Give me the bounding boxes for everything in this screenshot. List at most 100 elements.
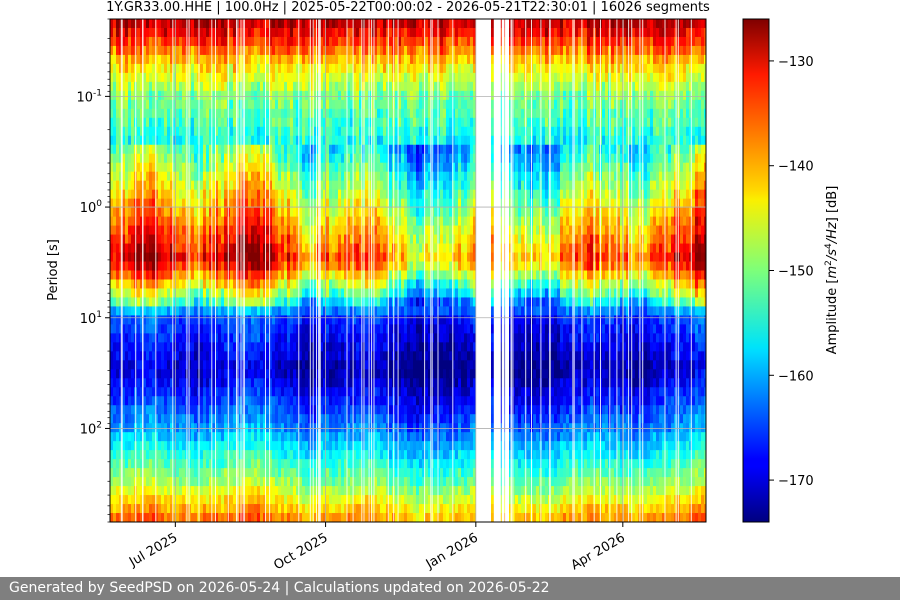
heatmap-column	[308, 19, 312, 522]
heatmap-column	[215, 19, 219, 522]
heatmap-column	[512, 19, 516, 522]
data-dropout	[393, 19, 395, 522]
heatmap-column	[260, 19, 264, 522]
heatmap-column	[635, 19, 639, 522]
y-tick-label: 100	[80, 199, 103, 216]
heatmap-column	[347, 19, 351, 522]
heatmap-column	[644, 19, 648, 522]
heatmap-column	[257, 19, 261, 522]
heatmap-column	[119, 19, 123, 522]
data-dropout	[243, 19, 245, 522]
heatmap-column	[665, 19, 669, 522]
data-dropout	[240, 19, 242, 522]
heatmap-column	[191, 19, 195, 522]
data-dropout	[373, 19, 375, 522]
heatmap-column	[581, 19, 585, 522]
data-dropout	[215, 19, 216, 522]
heatmap-column	[368, 19, 372, 522]
data-dropout	[430, 19, 432, 522]
heatmap-column	[389, 19, 393, 522]
heatmap-column	[689, 19, 693, 522]
data-dropout	[309, 19, 311, 522]
heatmap-column	[299, 19, 303, 522]
heatmap-column	[182, 19, 186, 522]
heatmap-column	[653, 19, 657, 522]
y-tick-label: 102	[80, 420, 102, 437]
data-dropout	[186, 19, 188, 522]
heatmap-column	[290, 19, 294, 522]
heatmap-column	[158, 19, 162, 522]
data-dropout	[609, 19, 611, 522]
data-dropout	[346, 19, 348, 522]
heatmap-column	[149, 19, 153, 522]
heatmap-column	[560, 19, 564, 522]
heatmap-column	[527, 19, 531, 522]
heatmap-column	[491, 19, 495, 522]
heatmap-column	[164, 19, 168, 522]
heatmap-column	[125, 19, 129, 522]
heatmap-column	[695, 19, 699, 522]
heatmap-column	[467, 19, 471, 522]
heatmap-column	[152, 19, 156, 522]
chart-title: 1Y.GR33.00.HHE | 100.0Hz | 2025-05-22T00…	[106, 0, 710, 15]
heatmap-column	[140, 19, 144, 522]
heatmap-column	[620, 19, 624, 522]
heatmap-column	[686, 19, 690, 522]
plot-frame	[109, 18, 707, 523]
heatmap-column	[146, 19, 150, 522]
data-dropout	[593, 19, 595, 522]
data-gap	[505, 19, 509, 522]
colorbar-tick-label: −140	[778, 160, 814, 175]
heatmap-column	[233, 19, 237, 522]
data-dropout	[319, 19, 321, 522]
heatmap-column	[680, 19, 684, 522]
y-axis: 10-1 100 101 102	[76, 18, 110, 523]
heatmap-column	[329, 19, 333, 522]
heatmap-column	[341, 19, 345, 522]
heatmap-column	[434, 19, 438, 522]
heatmap-column	[542, 19, 546, 522]
heatmap-column	[131, 19, 135, 522]
heatmap-column	[194, 19, 198, 522]
heatmap-column	[566, 19, 570, 522]
heatmap-column	[662, 19, 666, 522]
data-dropout	[361, 19, 363, 522]
data-dropout	[424, 19, 426, 522]
heatmap-column	[458, 19, 462, 522]
data-dropout	[269, 19, 271, 522]
data-dropout	[135, 19, 137, 522]
heatmap-column	[668, 19, 672, 522]
data-dropout	[642, 19, 644, 522]
heatmap-column	[122, 19, 126, 522]
heatmap-column	[143, 19, 147, 522]
heatmap-column	[419, 19, 423, 522]
data-gap	[502, 19, 504, 522]
heatmap-column	[155, 19, 159, 522]
heatmap-column	[410, 19, 414, 522]
data-dropout	[549, 19, 551, 522]
colorbar-axis: −130 −140 −150 −160 −170	[769, 55, 814, 489]
heatmap-column	[335, 19, 339, 522]
data-dropout	[573, 19, 575, 522]
heatmap-column	[302, 19, 306, 522]
y-tick-label: 10-1	[76, 88, 102, 105]
data-dropout	[397, 19, 399, 522]
data-dropout	[237, 19, 239, 522]
heatmap-column	[371, 19, 375, 522]
data-dropout	[312, 19, 314, 522]
heatmap-column	[473, 19, 477, 522]
heatmap-column	[632, 19, 636, 522]
heatmap-column	[380, 19, 384, 522]
heatmap-column	[470, 19, 474, 522]
data-dropout	[437, 19, 439, 522]
data-dropout	[525, 19, 527, 522]
heatmap-column	[212, 19, 216, 522]
heatmap-column	[206, 19, 210, 522]
data-dropout	[368, 19, 370, 522]
colorbar-tick-label: −170	[778, 474, 814, 489]
heatmap-column	[698, 19, 702, 522]
heatmap-column	[254, 19, 258, 522]
heatmap-column	[218, 19, 222, 522]
heatmap-column	[413, 19, 417, 522]
data-dropout	[236, 19, 237, 522]
